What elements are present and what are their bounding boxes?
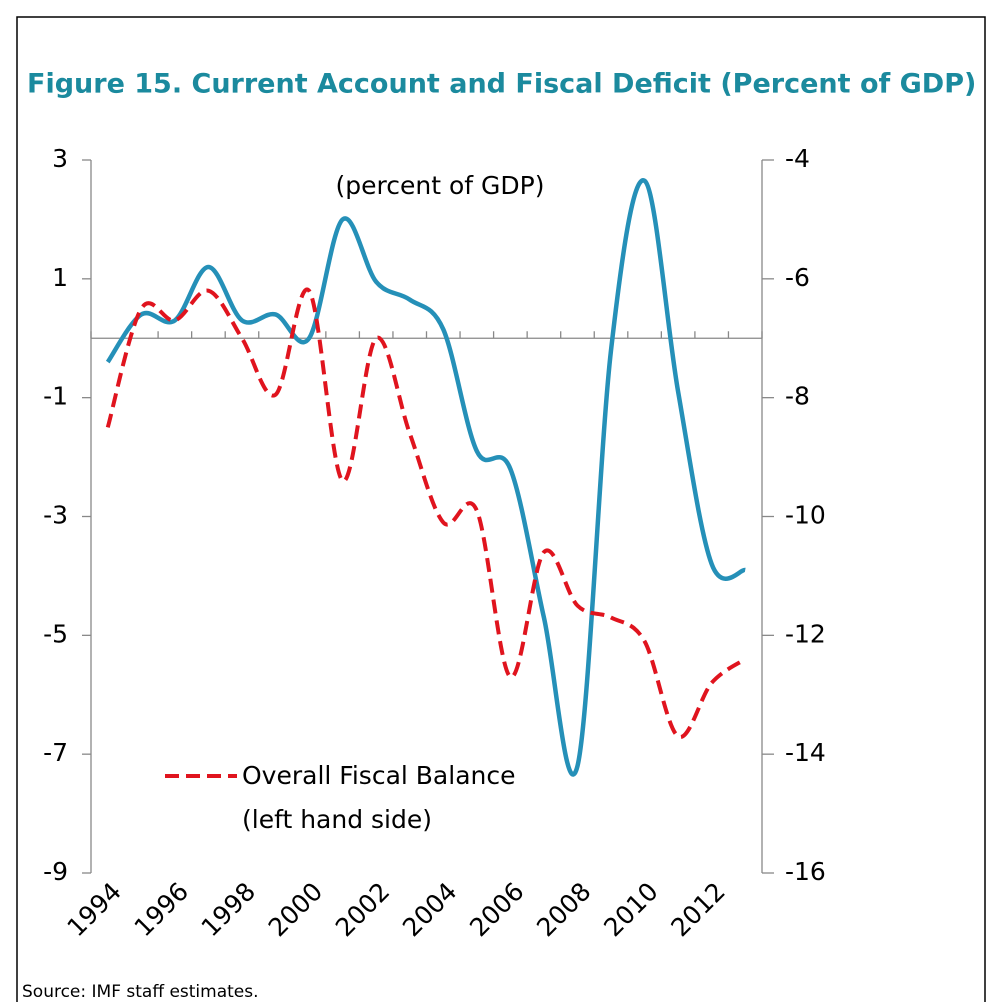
x-tick-label: 2012: [665, 877, 730, 942]
y-tick-label: -1: [43, 382, 68, 411]
x-tick-label: 1998: [196, 877, 261, 942]
y2-tick-label: -10: [785, 501, 826, 530]
y-tick-label: -7: [43, 738, 68, 767]
x-tick-label: 2010: [598, 877, 663, 942]
legend-label: Overall Fiscal Balance (left hand side): [242, 761, 516, 834]
x-tick-label: 1996: [129, 877, 194, 942]
x-tick-label: 2000: [263, 877, 328, 942]
source: Source: IMF staff estimates.: [22, 982, 259, 1002]
x-tick-label: 2002: [330, 877, 395, 942]
x-tick-label: 1994: [61, 877, 126, 942]
y-tick-label: -9: [43, 857, 68, 886]
x-tick-label: 2008: [531, 877, 596, 942]
y2-tick-label: -8: [785, 382, 810, 411]
y2-tick-label: -6: [785, 263, 810, 292]
y-tick-label: 3: [52, 144, 68, 173]
x-tick-label: 2006: [464, 877, 529, 942]
y2-tick-label: -4: [785, 144, 810, 173]
y2-tick-label: -16: [785, 857, 826, 886]
frame: [16, 16, 986, 1002]
y2-tick-label: -14: [785, 738, 826, 767]
y-tick-label: 1: [52, 263, 68, 292]
annotation: (percent of GDP): [336, 171, 545, 200]
y2-tick-label: -12: [785, 619, 826, 648]
y-tick-label: -5: [43, 619, 68, 648]
series-line: [105, 287, 747, 739]
series-line: [105, 178, 746, 777]
x-tick-label: 2004: [397, 877, 462, 942]
y-tick-label: -3: [43, 501, 68, 530]
chart-title: Figure 15. Current Account and Fiscal De…: [27, 69, 976, 100]
